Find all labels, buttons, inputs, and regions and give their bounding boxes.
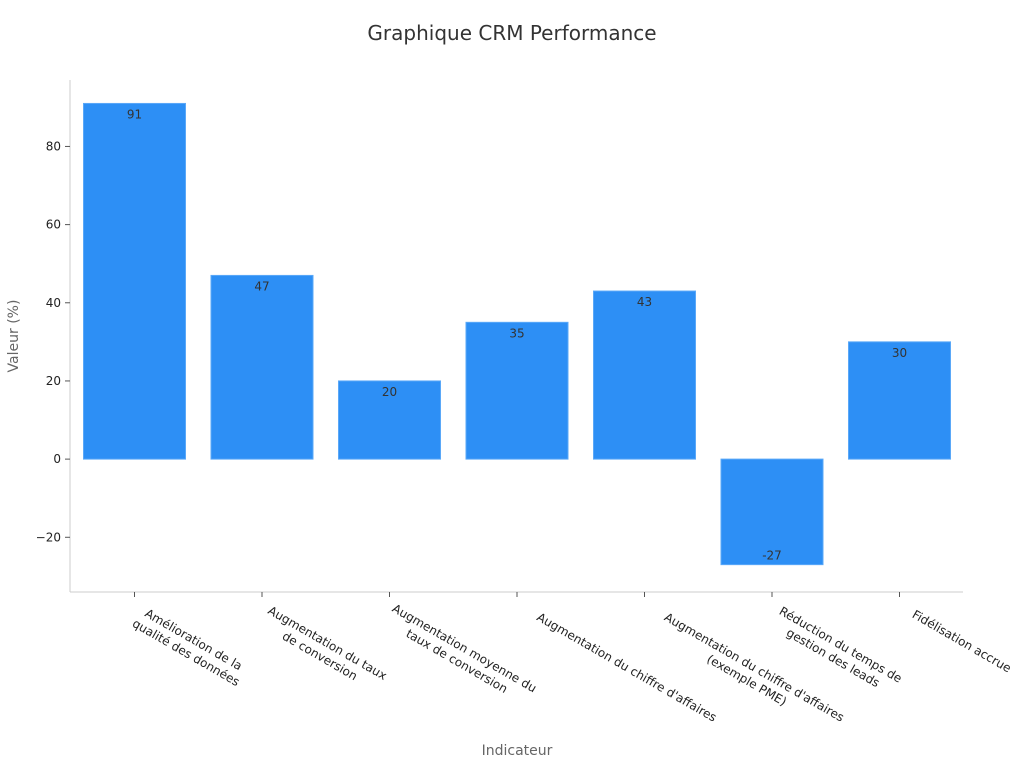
x-tick-label-line: Augmentation moyenne du <box>390 601 539 695</box>
x-tick-label-line: Fidélisation accrue <box>910 607 1014 675</box>
x-tick-label-line: Réduction du temps de <box>777 604 905 686</box>
bar <box>83 102 186 460</box>
bar-value-label: 20 <box>382 385 397 399</box>
y-tick-label: 60 <box>46 218 61 232</box>
bar <box>210 274 314 460</box>
bar <box>465 321 569 460</box>
bar-value-label: -27 <box>762 549 782 563</box>
y-tick-label: −20 <box>36 530 61 544</box>
bar <box>338 380 441 460</box>
bar-value-label: 43 <box>637 295 652 309</box>
y-tick-label: 80 <box>46 139 61 153</box>
y-axis-title: Valeur (%) <box>6 300 22 373</box>
bars-group: 91 47 20 35 43 -27 30 <box>83 102 951 566</box>
x-axis-title: Indicateur <box>482 743 553 759</box>
bar-value-label: 47 <box>254 279 269 293</box>
x-tick-label: Augmentation du tauxde conversion <box>258 603 389 696</box>
bar-value-label: 30 <box>892 346 907 360</box>
bar <box>593 290 696 460</box>
y-axis-ticks: −20 0 20 40 60 80 <box>36 139 70 544</box>
bar-value-label: 91 <box>127 107 142 121</box>
x-axis-ticks: Amélioration de laqualité des données Aug… <box>130 592 1014 725</box>
y-tick-label: 0 <box>53 452 61 466</box>
bar-value-label: 35 <box>509 326 524 340</box>
bar <box>720 458 824 566</box>
x-tick-label: Fidélisation accrue <box>910 607 1014 675</box>
x-tick-label: Amélioration de laqualité des données <box>130 603 250 689</box>
bar <box>848 341 951 460</box>
y-tick-label: 40 <box>46 296 61 310</box>
chart-title: Graphique CRM Performance <box>367 21 656 45</box>
y-tick-label: 20 <box>46 374 61 388</box>
x-tick-label: Augmentation moyenne dutaux de conversio… <box>382 601 539 708</box>
